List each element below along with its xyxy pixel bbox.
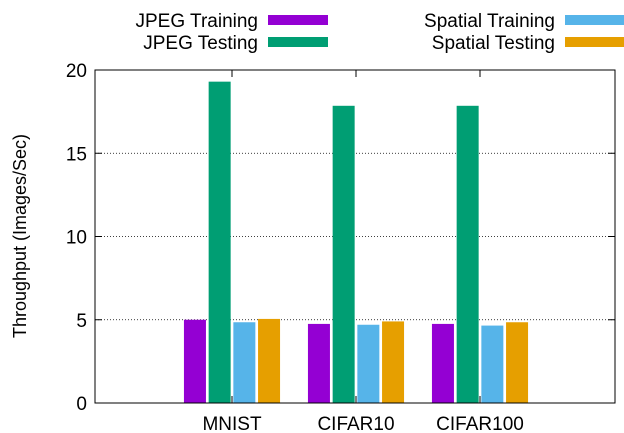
legend-swatch-spatial-training [565, 15, 624, 25]
legend-label-jpeg-training: JPEG Training [136, 11, 259, 32]
y-tick-label: 0 [76, 394, 87, 415]
bars [183, 81, 529, 404]
bar-spatial-training [233, 322, 256, 403]
legend-label-spatial-testing: Spatial Testing [432, 33, 555, 54]
bar-jpeg-testing [208, 81, 231, 403]
bar-spatial-testing [258, 318, 281, 403]
bar-jpeg-training [183, 319, 206, 403]
legend-swatch-jpeg-training [268, 15, 328, 25]
x-tick-label: MNIST [202, 414, 262, 433]
y-tick-label: 5 [76, 311, 87, 332]
x-tick-label: CIFAR10 [317, 414, 394, 433]
gridlines [95, 152, 615, 321]
bar-jpeg-training [431, 323, 454, 403]
bar-spatial-training [481, 325, 504, 403]
bar-spatial-testing [506, 322, 529, 403]
y-ticks: 0 5 10 15 20 [66, 61, 615, 415]
bar-spatial-testing [382, 321, 405, 403]
x-ticks: MNIST CIFAR10 CIFAR100 [202, 70, 524, 433]
y-tick-label: 15 [66, 144, 87, 165]
legend-swatch-spatial-testing [565, 37, 624, 47]
y-tick-label: 20 [66, 61, 87, 82]
legend-swatch-jpeg-testing [268, 37, 328, 47]
bar-jpeg-testing [456, 105, 479, 404]
x-tick-label: CIFAR100 [436, 414, 524, 433]
y-axis-label: Throughput (Images/Sec) [10, 134, 30, 338]
bar-spatial-training [357, 324, 380, 403]
bar-jpeg-training [307, 323, 330, 403]
y-tick-label: 10 [66, 228, 87, 249]
bar-jpeg-testing [332, 105, 355, 404]
legend-label-spatial-training: Spatial Training [424, 11, 555, 32]
legend-label-jpeg-testing: JPEG Testing [143, 33, 258, 54]
